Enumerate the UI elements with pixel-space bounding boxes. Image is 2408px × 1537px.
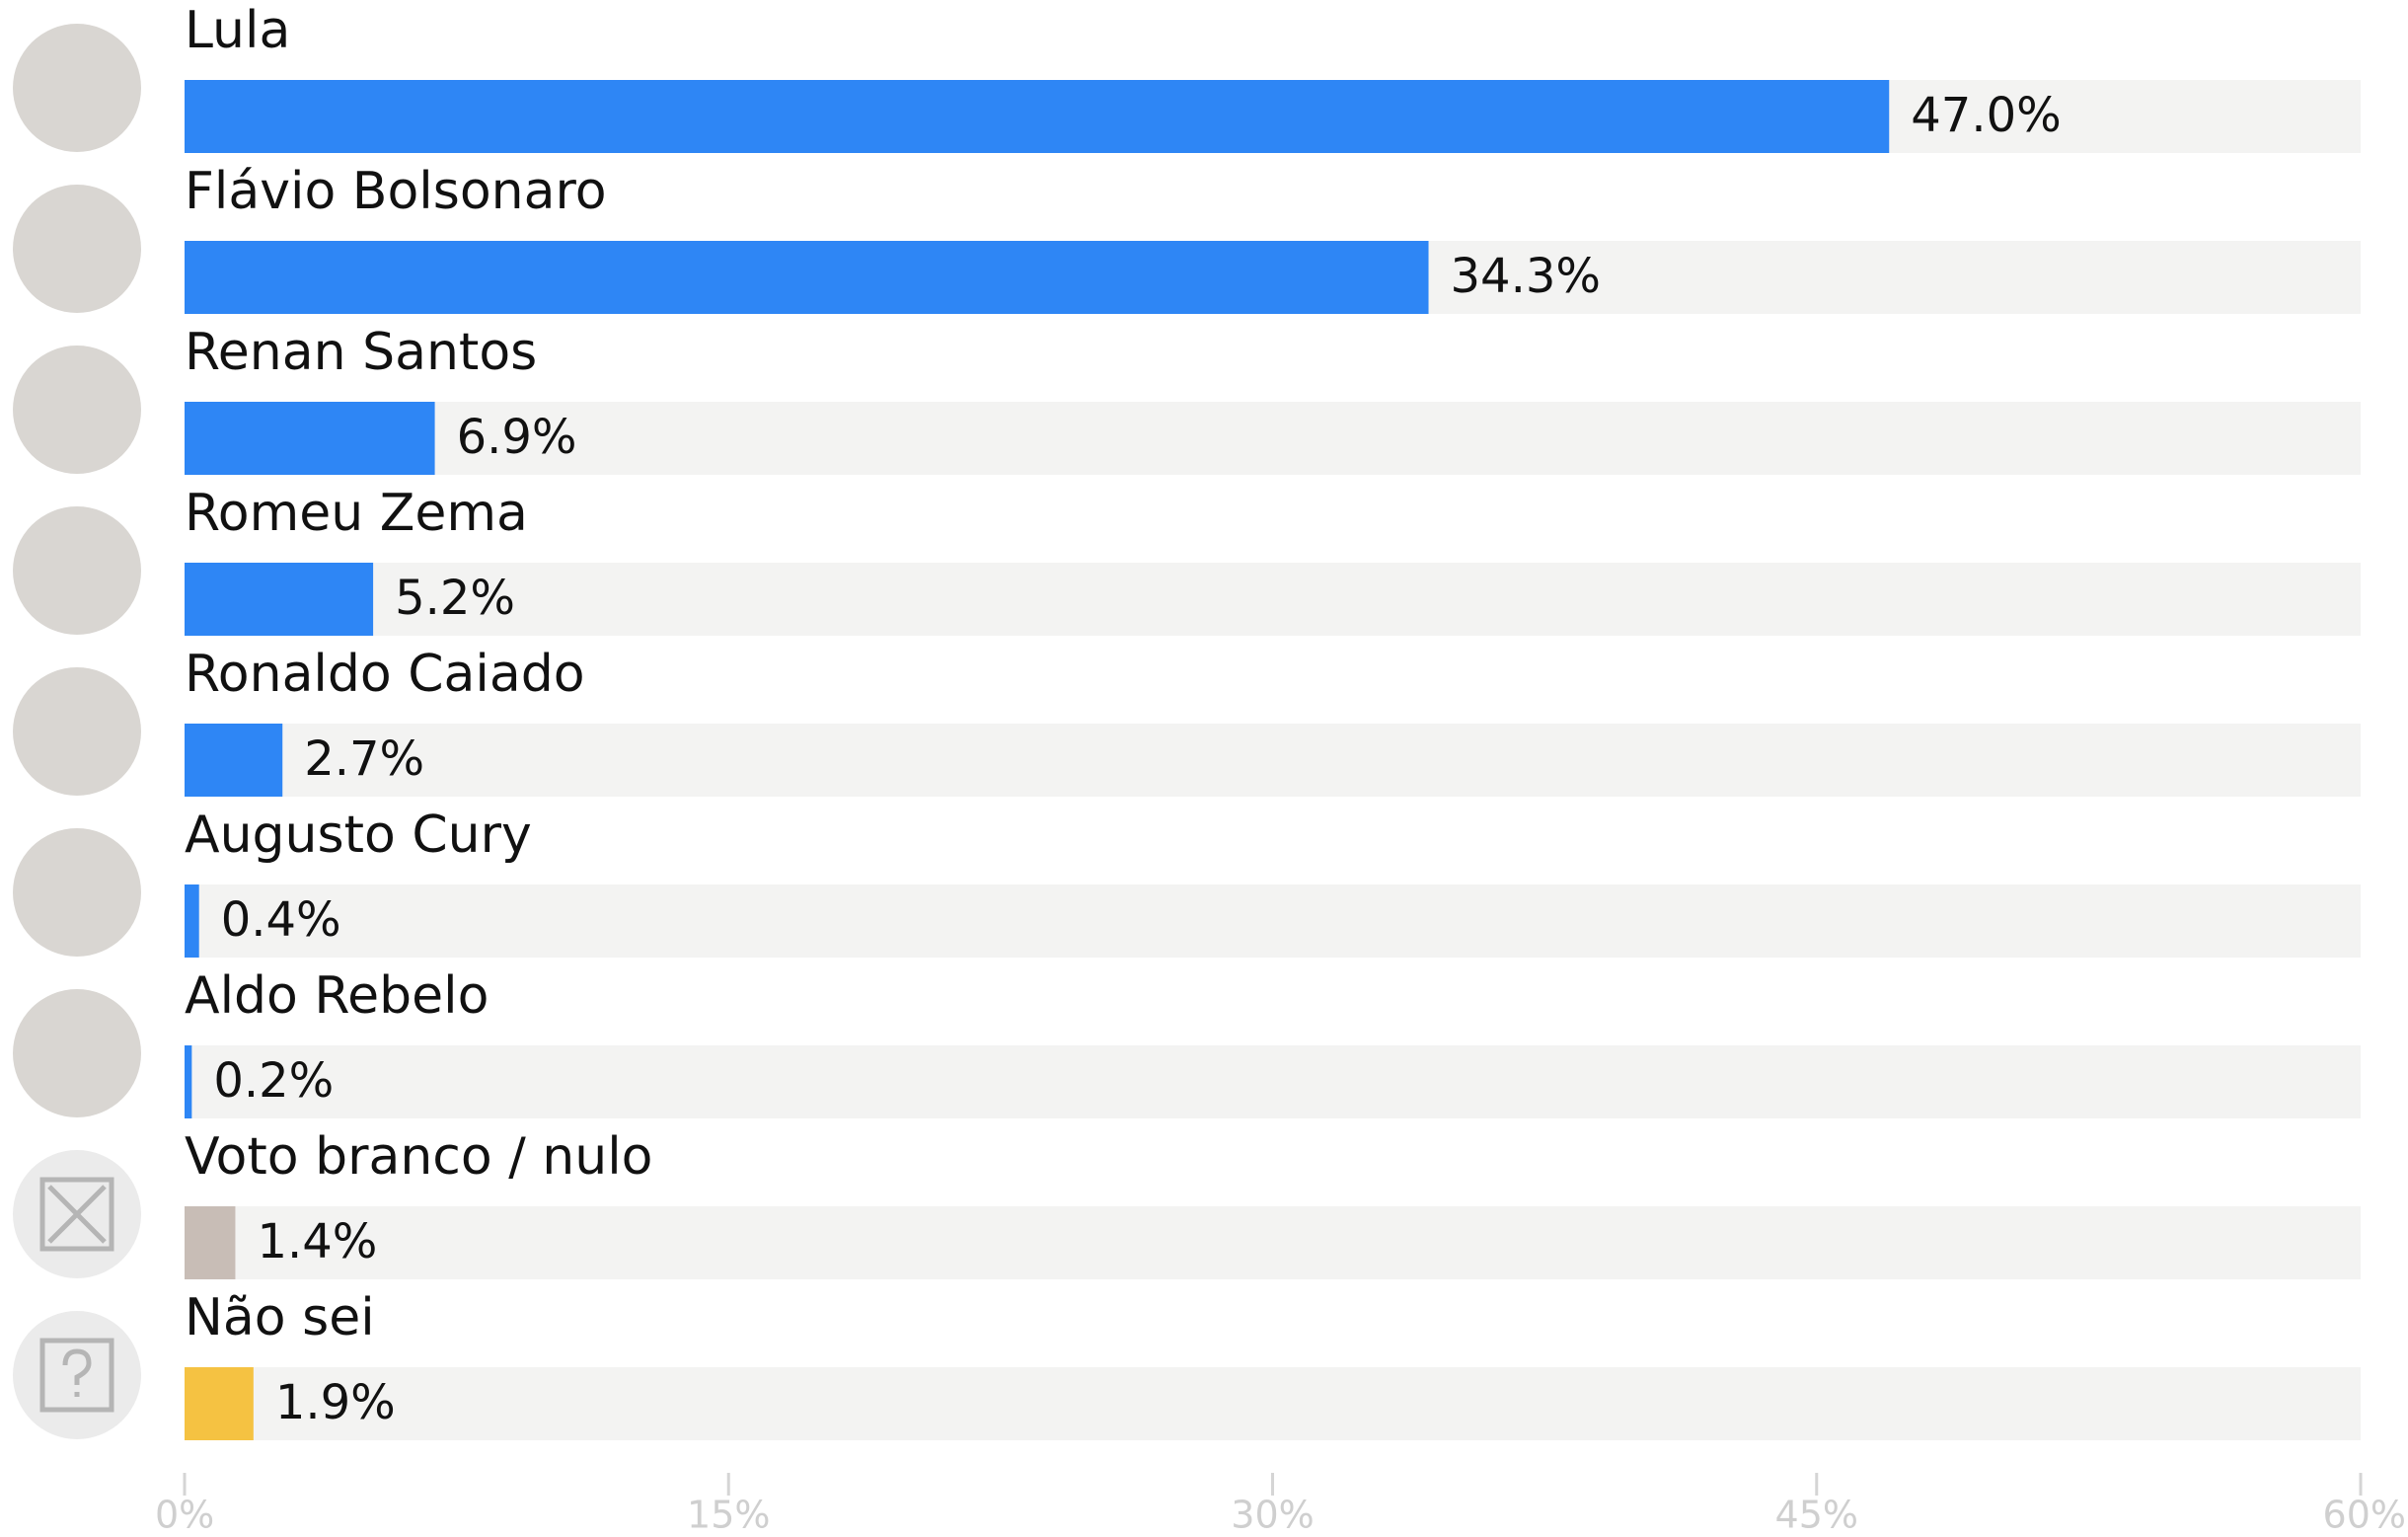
x-tick-label: 0%: [155, 1494, 214, 1537]
bar-track: [185, 402, 2361, 475]
bar: [185, 1367, 254, 1440]
x-tick-label: 45%: [1775, 1494, 1858, 1537]
avatar: [13, 346, 141, 474]
value-label: 0.4%: [221, 892, 341, 948]
bar-track: [185, 724, 2361, 797]
category-label: Voto branco / nulo: [185, 1127, 652, 1187]
category-label: Não sei: [185, 1288, 375, 1347]
bar-track: [185, 1367, 2361, 1440]
value-label: 47.0%: [1911, 88, 2061, 143]
value-label: 2.7%: [304, 731, 424, 787]
bar-track: [185, 1206, 2361, 1279]
value-label: 1.9%: [275, 1375, 396, 1430]
avatar: [13, 828, 141, 957]
avatar: [13, 667, 141, 796]
bar-track: [185, 1045, 2361, 1118]
value-label: 5.2%: [395, 571, 515, 626]
bar: [185, 884, 199, 958]
x-tick-label: 30%: [1231, 1494, 1314, 1537]
bar: [185, 724, 283, 797]
bar: [185, 1206, 236, 1279]
icon-box: [39, 1177, 114, 1252]
category-label: Lula: [185, 1, 290, 60]
bar: [185, 1045, 192, 1118]
bar: [185, 80, 1890, 153]
category-label: Renan Santos: [185, 323, 537, 382]
bar-track: [185, 884, 2361, 958]
bar: [185, 241, 1429, 314]
value-label: 1.4%: [257, 1214, 377, 1269]
bar: [185, 402, 435, 475]
category-label: Aldo Rebelo: [185, 966, 489, 1026]
x-tick-label: 60%: [2323, 1494, 2406, 1537]
category-label: Ronaldo Caiado: [185, 645, 585, 704]
bar: [185, 563, 374, 636]
category-label: Flávio Bolsonaro: [185, 162, 607, 221]
icon-box: [39, 1338, 114, 1413]
category-label: Romeu Zema: [185, 484, 528, 543]
avatar: [13, 185, 141, 313]
bar-track: [185, 563, 2361, 636]
x-tick-label: 15%: [687, 1494, 770, 1537]
category-label: Augusto Cury: [185, 806, 532, 865]
icon-question: [62, 1348, 92, 1397]
icon-x: [47, 1185, 107, 1244]
avatar: [13, 989, 141, 1117]
avatar: [13, 24, 141, 152]
avatar: [13, 506, 141, 635]
value-label: 0.2%: [213, 1053, 334, 1109]
value-label: 34.3%: [1451, 249, 1601, 304]
value-label: 6.9%: [457, 410, 577, 465]
